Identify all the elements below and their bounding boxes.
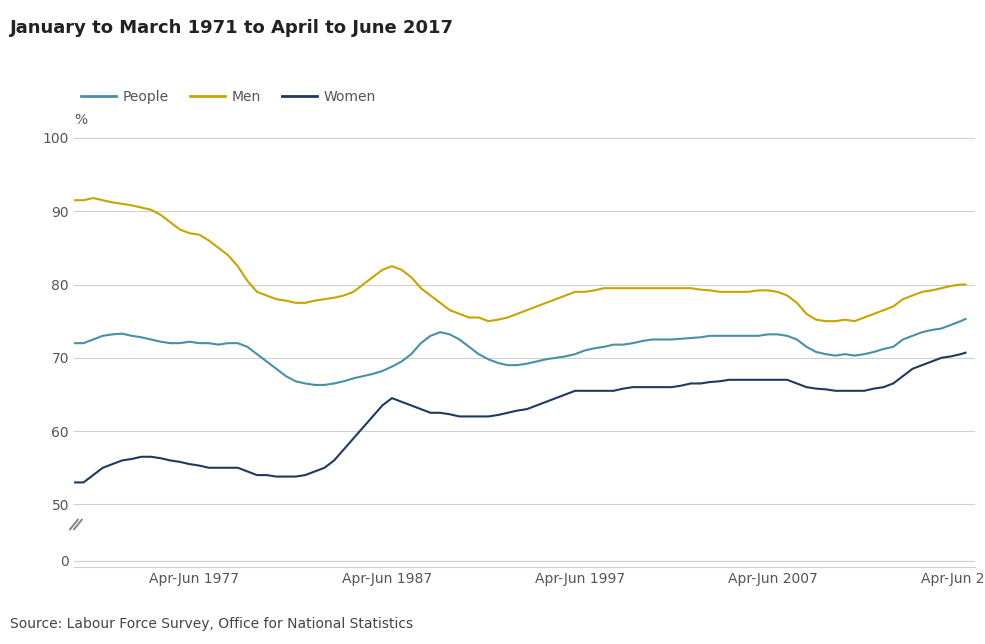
Legend: People, Men, Women: People, Men, Women xyxy=(76,84,381,109)
Text: %: % xyxy=(74,113,87,127)
Text: Source: Labour Force Survey, Office for National Statistics: Source: Labour Force Survey, Office for … xyxy=(10,617,413,631)
Text: January to March 1971 to April to June 2017: January to March 1971 to April to June 2… xyxy=(10,19,454,37)
